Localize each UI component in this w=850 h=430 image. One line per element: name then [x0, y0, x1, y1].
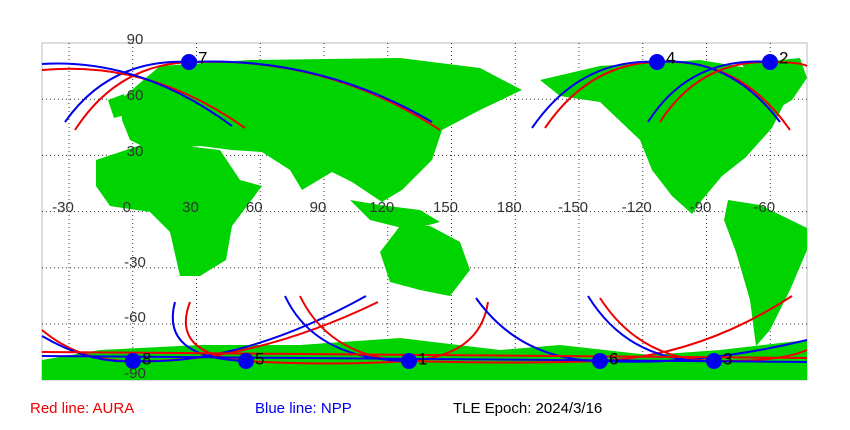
- satellite-marker: [706, 353, 722, 369]
- lat-label: -90: [124, 365, 146, 382]
- legend-red: Red line: AURA: [30, 400, 134, 417]
- lon-label: 60: [246, 199, 263, 216]
- legend-blue: Blue line: NPP: [255, 400, 352, 417]
- satellite-marker: [762, 54, 778, 70]
- graticule-labels: 90 60 30 -30 -60 -90 -30 0 30 60 90 120 150 180 -150 -1…: [52, 31, 775, 382]
- lon-label: 120: [369, 199, 394, 216]
- satellite-marker: [592, 353, 608, 369]
- marker-label: 3: [723, 349, 732, 368]
- lon-label: 180: [497, 199, 522, 216]
- lat-label: 30: [127, 143, 144, 160]
- marker-label: 1: [418, 349, 427, 368]
- marker-label: 2: [779, 48, 788, 67]
- marker-label: 6: [609, 349, 618, 368]
- satellite-marker: [401, 353, 417, 369]
- lat-label: -60: [124, 309, 146, 326]
- lon-label: -90: [690, 199, 712, 216]
- tle-epoch: TLE Epoch: 2024/3/16: [453, 400, 602, 417]
- lon-label: -150: [558, 199, 588, 216]
- marker-label: 7: [198, 48, 207, 67]
- lon-label: 150: [433, 199, 458, 216]
- lon-label: 30: [182, 199, 199, 216]
- marker-label: 8: [142, 349, 151, 368]
- satellite-marker: [238, 353, 254, 369]
- lat-label: 90: [127, 31, 144, 48]
- lat-label: -30: [124, 254, 146, 271]
- lat-label: 60: [127, 87, 144, 104]
- marker-label: 5: [255, 349, 264, 368]
- satellite-marker: [181, 54, 197, 70]
- markers: 7 4 2 8 5 1 6 3: [125, 48, 788, 369]
- lon-label: -30: [52, 199, 74, 216]
- lon-label: -60: [753, 199, 775, 216]
- lon-label: -120: [622, 199, 652, 216]
- satellite-marker: [649, 54, 665, 70]
- satellite-marker: [125, 353, 141, 369]
- marker-label: 4: [666, 48, 675, 67]
- lon-label: 0: [123, 199, 131, 216]
- lon-label: 90: [310, 199, 327, 216]
- tracks: [41, 60, 808, 365]
